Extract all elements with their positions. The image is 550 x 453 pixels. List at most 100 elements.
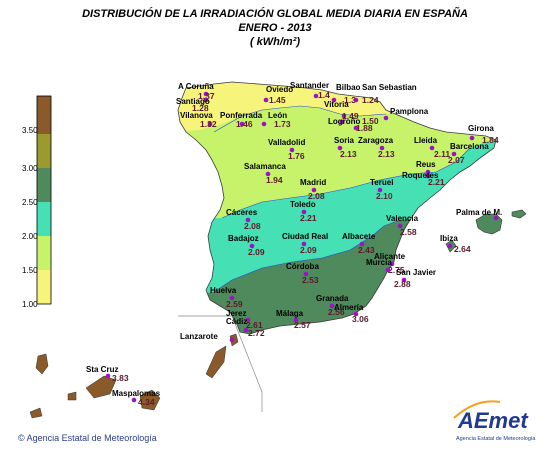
station-dot bbox=[203, 97, 209, 103]
station-value: 1.3 bbox=[344, 95, 356, 105]
station-name: Santiago bbox=[176, 97, 210, 106]
station-name: Soria bbox=[334, 136, 355, 145]
station-dot bbox=[245, 317, 251, 323]
station-dot bbox=[311, 187, 317, 193]
station-dot bbox=[229, 337, 235, 343]
island-tenerife bbox=[85, 375, 117, 399]
station-dot bbox=[243, 327, 249, 333]
station-dot bbox=[377, 187, 383, 193]
map-title-line2: ENERO - 2013 bbox=[238, 22, 312, 34]
station-dot bbox=[131, 397, 137, 403]
station-name: Sta Cruz bbox=[86, 365, 118, 374]
station-name: Granada bbox=[316, 294, 349, 303]
station-dot bbox=[469, 135, 475, 141]
station-dot bbox=[331, 97, 337, 103]
island-fuerteventura bbox=[205, 345, 227, 379]
contour-lines bbox=[213, 105, 471, 293]
island-la-palma bbox=[35, 353, 49, 375]
station-dot bbox=[207, 121, 213, 127]
station-name: Barcelona bbox=[450, 142, 489, 151]
mallorca bbox=[475, 213, 503, 235]
legend-swatch-6 bbox=[37, 96, 51, 134]
legend: 1.00 1.50 2.00 2.50 3.00 3.50 bbox=[22, 95, 52, 309]
station-value: 1.88 bbox=[356, 123, 373, 133]
station-name: Maspalomas bbox=[112, 389, 161, 398]
station-name: Roquetes bbox=[402, 171, 439, 180]
legend-swatch-2 bbox=[37, 236, 51, 270]
legend-swatch-1 bbox=[37, 270, 51, 304]
logo-swoosh bbox=[453, 400, 501, 419]
station-value: 1.4 bbox=[318, 90, 330, 100]
station-value: 1.73 bbox=[274, 119, 291, 129]
station-name: Murcia bbox=[366, 258, 392, 267]
station-dot bbox=[429, 145, 435, 151]
station-dot bbox=[301, 241, 307, 247]
logo-subtitle: Agencia Estatal de Meteorología bbox=[456, 436, 536, 442]
station-value: 2.53 bbox=[302, 275, 319, 285]
station-name: León bbox=[268, 111, 287, 120]
station-dot bbox=[301, 209, 307, 215]
station-value: 2.13 bbox=[378, 149, 395, 159]
station-value: 2.09 bbox=[300, 245, 317, 255]
station-name: Logroño bbox=[328, 117, 361, 126]
station-name: Ponferrada bbox=[220, 111, 263, 120]
station-dot bbox=[353, 125, 359, 131]
station-value: 3.06 bbox=[352, 314, 369, 324]
station-value: 2.88 bbox=[394, 279, 411, 289]
station-name: Jerez bbox=[226, 309, 246, 318]
station-name: Ciudad Real bbox=[282, 232, 328, 241]
station-name: Teruel bbox=[370, 178, 393, 187]
station-value: 2.13 bbox=[340, 149, 357, 159]
station-name: Lleida bbox=[414, 136, 438, 145]
logo-text: AEmet bbox=[457, 408, 529, 433]
station-value: 2.08 bbox=[244, 221, 261, 231]
station-dot bbox=[313, 93, 319, 99]
station-dot bbox=[447, 243, 453, 249]
station-dot bbox=[339, 119, 345, 125]
station-value: 1.37 bbox=[198, 91, 215, 101]
station-dot bbox=[263, 97, 269, 103]
station-dot bbox=[105, 373, 111, 379]
station-name: Albacete bbox=[342, 232, 376, 241]
station-value: 2.58 bbox=[400, 227, 417, 237]
station-dot bbox=[379, 145, 385, 151]
legend-label-3: 2.00 bbox=[22, 232, 38, 241]
station-dot bbox=[229, 295, 235, 301]
inset-frame bbox=[178, 315, 263, 412]
station-dot bbox=[493, 215, 499, 221]
station-dot bbox=[203, 91, 209, 97]
station-dot bbox=[353, 97, 359, 103]
station-value: 4.34 bbox=[138, 397, 155, 407]
station-value: 1.49 bbox=[342, 111, 359, 121]
legend-label-6: 3.50 bbox=[22, 126, 38, 135]
station-dot bbox=[261, 121, 267, 127]
island-el-hierro bbox=[29, 407, 43, 419]
legend-swatch-4 bbox=[37, 168, 51, 202]
station-value: 2.72 bbox=[248, 328, 265, 338]
station-value: 1.32 bbox=[200, 119, 217, 129]
station-name: Alicante bbox=[374, 252, 406, 261]
station-name: Cáceres bbox=[226, 208, 258, 217]
legend-label-5: 3.00 bbox=[22, 164, 38, 173]
station-value: 2.75 bbox=[388, 265, 405, 275]
station-dot bbox=[245, 217, 251, 223]
legend-border bbox=[36, 95, 52, 305]
station-dot bbox=[425, 173, 431, 179]
station-value: 2.09 bbox=[248, 247, 265, 257]
station-dot bbox=[265, 171, 271, 177]
station-value: 2.08 bbox=[308, 191, 325, 201]
station-dot bbox=[249, 243, 255, 249]
legend-swatch-5 bbox=[37, 134, 51, 168]
station-value: 1.76 bbox=[288, 151, 305, 161]
station-name: Badajoz bbox=[228, 234, 259, 243]
station-dot bbox=[353, 311, 359, 317]
station-value: 2.56 bbox=[328, 307, 345, 317]
station-dot bbox=[341, 113, 347, 119]
station-dot bbox=[329, 303, 335, 309]
station-dot bbox=[389, 261, 395, 267]
station-value: 1.94 bbox=[266, 175, 283, 185]
station-dot bbox=[239, 121, 245, 127]
menorca bbox=[511, 209, 527, 219]
station-dot bbox=[289, 147, 295, 153]
